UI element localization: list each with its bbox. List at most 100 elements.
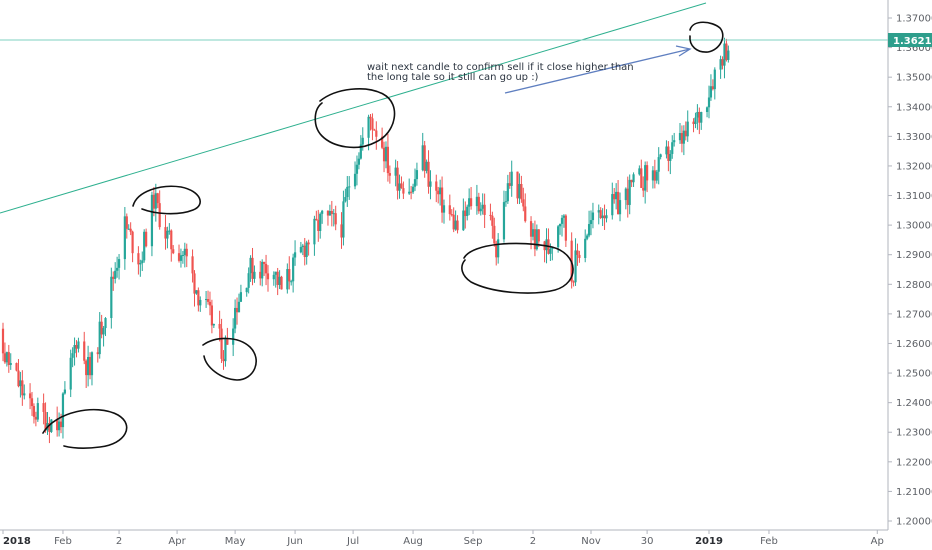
- candle-body: [400, 183, 403, 189]
- candle-body: [303, 245, 306, 257]
- candle-body: [651, 170, 655, 181]
- candle-body: [367, 116, 370, 138]
- candle-body: [669, 153, 672, 161]
- candle-body: [110, 276, 113, 319]
- y-tick-label: 1.30000: [896, 221, 932, 232]
- candle-body: [493, 225, 496, 244]
- candle-body: [495, 243, 498, 258]
- y-tick-label: 1.21000: [896, 487, 932, 498]
- trendline: [0, 2, 707, 214]
- candle-body: [628, 179, 631, 205]
- candle-body: [332, 213, 335, 215]
- candle-body: [572, 281, 575, 283]
- candle-body: [531, 229, 535, 237]
- candle-body: [48, 423, 51, 432]
- candle-body: [220, 328, 223, 359]
- candle-body: [234, 307, 237, 329]
- candle-body: [263, 261, 266, 264]
- candle-body: [564, 215, 567, 241]
- x-tick-label: Feb: [54, 536, 72, 547]
- candle-body: [454, 220, 457, 230]
- candle-body: [193, 273, 196, 294]
- candle-body: [479, 208, 482, 212]
- y-tick-label: 1.20000: [896, 517, 932, 528]
- candle-body: [624, 188, 627, 201]
- candle-body: [131, 231, 134, 254]
- candle-body: [30, 398, 34, 407]
- candle-body: [705, 107, 709, 113]
- candle-body: [481, 204, 484, 209]
- candle-body: [638, 168, 641, 175]
- candle-body: [7, 352, 10, 365]
- candle-body: [307, 242, 310, 245]
- candle-body: [348, 186, 351, 188]
- candle-body: [653, 170, 656, 181]
- candle-body: [375, 130, 378, 137]
- candle-body: [388, 173, 391, 176]
- candle-body: [5, 352, 8, 363]
- candle-body: [125, 216, 128, 229]
- x-tick-label: 30: [641, 536, 654, 547]
- candle-body: [17, 370, 20, 387]
- candle-body: [204, 299, 208, 301]
- candle-body: [245, 287, 248, 293]
- candle-body: [208, 301, 212, 306]
- candle-body: [21, 380, 24, 396]
- annotation-line-2: the long tale so it still can go up :): [367, 72, 539, 83]
- candle-body: [63, 389, 66, 394]
- candle-body: [384, 146, 388, 162]
- candle-body: [667, 146, 670, 161]
- candle-body: [264, 263, 268, 274]
- candle-body: [425, 161, 428, 171]
- last-price-badge[interactable]: 1.36210: [888, 33, 932, 47]
- candle-body: [44, 411, 47, 431]
- candle-body: [686, 121, 689, 137]
- candle-body: [197, 290, 200, 306]
- y-tick-label: 1.25000: [896, 369, 932, 380]
- candle-body: [326, 210, 330, 216]
- candle-body: [529, 221, 533, 237]
- candle-body: [603, 215, 606, 219]
- candle-body: [315, 218, 318, 221]
- candle-body: [576, 250, 579, 255]
- x-tick-label: 2018: [3, 536, 31, 547]
- x-tick-label: May: [225, 536, 246, 547]
- candle-body: [640, 168, 643, 188]
- candle-body: [299, 247, 302, 253]
- hand-drawn-circles: [42, 21, 724, 449]
- circle-jan-low: [42, 408, 128, 449]
- candle-body: [518, 183, 521, 199]
- candle-body: [129, 228, 132, 232]
- candle-body: [373, 129, 376, 131]
- candle-body: [145, 231, 148, 247]
- candle-body: [61, 393, 65, 428]
- candle-body: [342, 201, 345, 238]
- candle-body: [183, 248, 186, 255]
- candle-body: [206, 299, 210, 302]
- candle-body: [477, 196, 480, 212]
- candle-body: [112, 276, 115, 279]
- candle-body: [334, 213, 337, 225]
- candle-body: [87, 356, 90, 376]
- circle-oct-low: [461, 242, 574, 294]
- candle-body: [36, 403, 39, 420]
- y-tick-label: 1.23000: [896, 428, 932, 439]
- annotation-line-1: wait next candle to confirm sell if it c…: [367, 62, 634, 73]
- candle-body: [286, 269, 289, 290]
- y-tick-label: 1.24000: [896, 398, 932, 409]
- candle-body: [684, 130, 687, 137]
- candle-body: [402, 188, 405, 194]
- candle-body: [261, 261, 264, 279]
- candle-body: [321, 210, 324, 214]
- x-tick-label: Apr: [168, 536, 186, 547]
- candle-body: [179, 255, 183, 261]
- candle-body: [328, 210, 331, 216]
- y-tick-label: 1.29000: [896, 250, 932, 261]
- candle-body: [253, 271, 256, 279]
- candle-body: [3, 353, 7, 363]
- candle-body: [32, 406, 36, 417]
- candle-body: [127, 228, 130, 230]
- candle-body: [713, 69, 716, 90]
- last-price-label: 1.36210: [893, 36, 932, 47]
